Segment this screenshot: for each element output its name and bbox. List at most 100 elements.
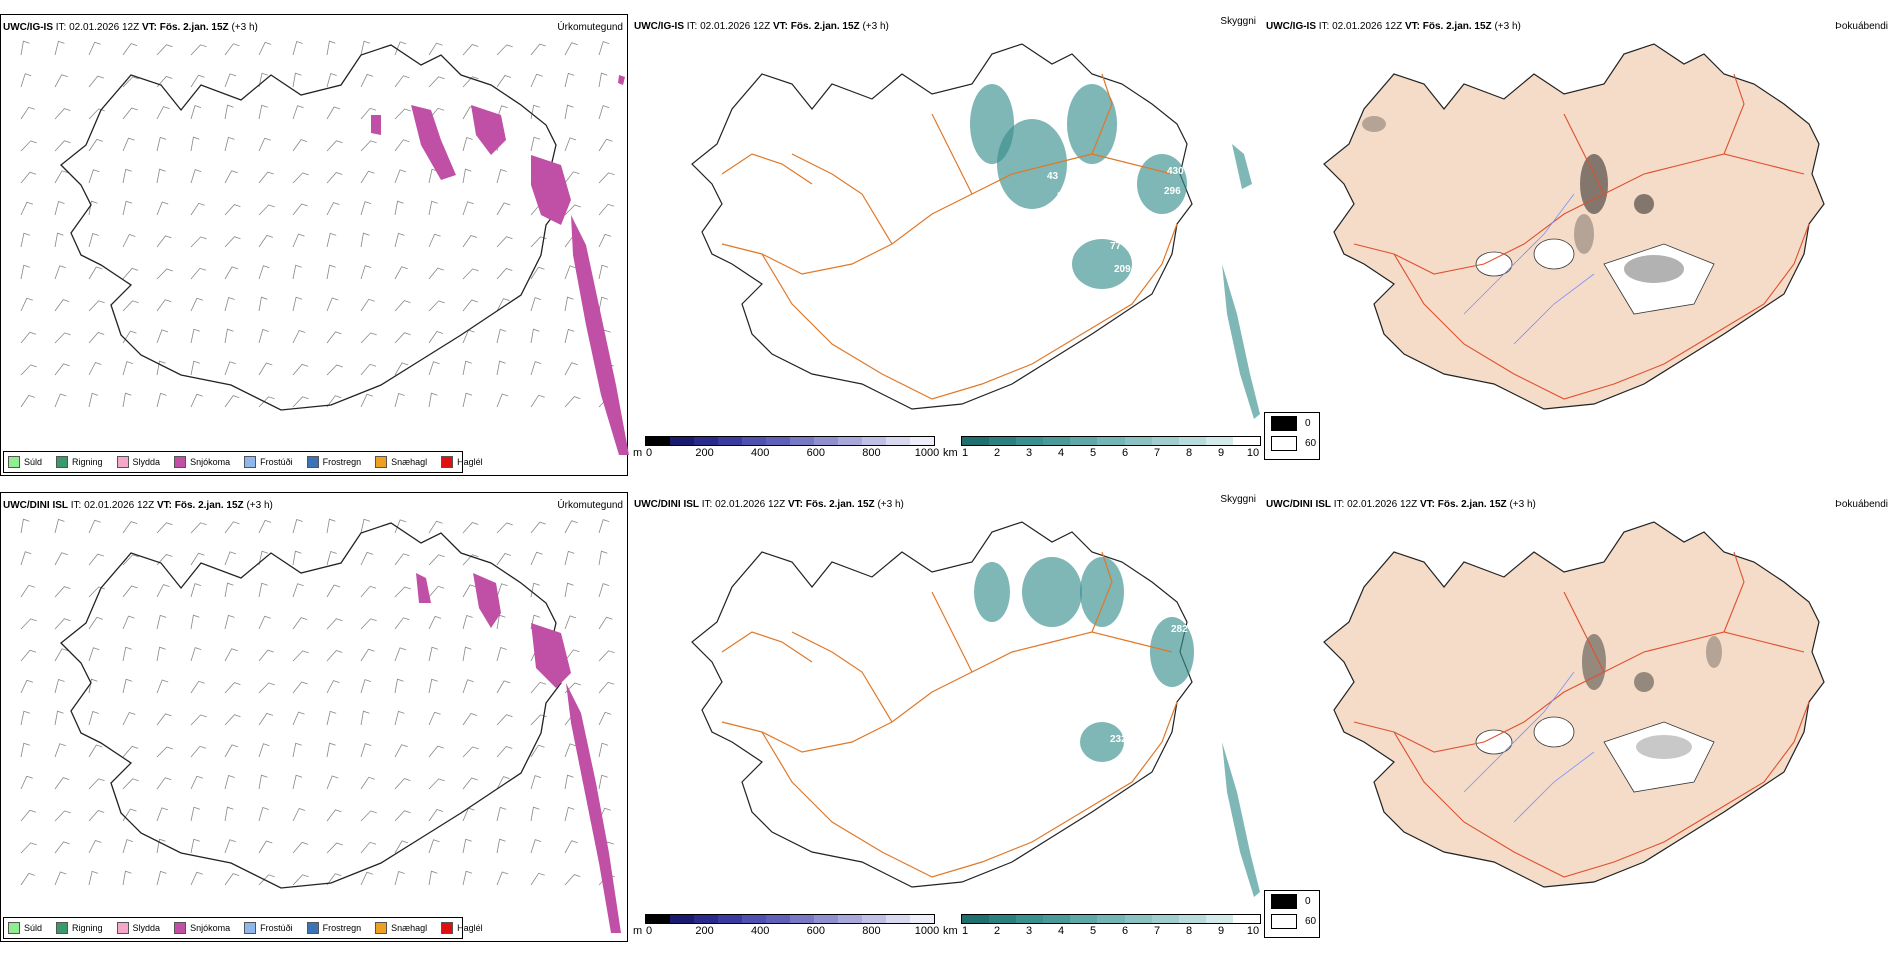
wind-barb (394, 586, 411, 598)
wind-barb (122, 107, 138, 120)
ceiling-label: 209 (1114, 264, 1131, 275)
wind-barb (530, 521, 546, 534)
scale-cell (694, 915, 718, 923)
wind-barb (360, 201, 372, 216)
wind-barb (326, 873, 342, 886)
fog-legend-item: 0 (1265, 413, 1319, 433)
wind-barb (530, 394, 545, 408)
wind-barb (598, 264, 609, 280)
legend-item: Frostregn (306, 922, 361, 934)
wind-barb (428, 392, 438, 408)
wind-barb (462, 299, 478, 312)
wind-barb (88, 778, 105, 790)
scale-cell (718, 915, 742, 923)
wind-barb (20, 264, 30, 280)
wind-barb (394, 678, 404, 694)
wind-barb (156, 168, 166, 184)
scale-tick-label: 10 (1246, 925, 1260, 937)
precip-type-map (20, 40, 629, 455)
legend-item: Snjókoma (174, 922, 230, 934)
wind-barb (88, 870, 99, 886)
legend-item: Haglél (441, 456, 483, 468)
wind-barb (292, 808, 306, 822)
wind-barb (224, 204, 241, 216)
fog-map (1323, 521, 1825, 888)
wind-barb (496, 614, 506, 630)
wind-barb (156, 44, 173, 56)
wind-barb (462, 777, 478, 790)
wind-barb (496, 776, 510, 790)
precip-legend: Súld Rigning Slydda Snjókoma Frostúði Fr… (3, 917, 483, 939)
wind-barb (88, 266, 103, 280)
wind-barb (54, 332, 71, 344)
iceland-outline (691, 43, 1193, 410)
wind-barb (326, 364, 343, 376)
scale-tick-label: 10 (1246, 447, 1260, 459)
scale-cell (910, 915, 934, 923)
scale-cell (989, 915, 1017, 923)
wind-barb (360, 710, 370, 726)
wind-barb (360, 743, 372, 758)
wind-barb (360, 618, 377, 630)
scale-cell (862, 437, 886, 445)
wind-barb (598, 650, 615, 662)
wind-barb (292, 264, 302, 280)
wind-barb (20, 809, 37, 822)
wind-barb (190, 44, 207, 56)
ceiling-labels: 50 282 232 84 53 (1050, 606, 1188, 745)
wind-barb (428, 809, 444, 822)
legend-swatch (56, 456, 69, 468)
wind-barb (224, 521, 240, 534)
wind-barb (530, 73, 543, 88)
fog-legend-item: 60 (1265, 433, 1319, 453)
wind-barb (88, 840, 102, 854)
scale-cell (814, 915, 838, 923)
glaciers (1475, 238, 1715, 315)
wind-barb (156, 76, 173, 88)
wind-barb (326, 650, 343, 662)
scale-cell (886, 915, 910, 923)
rivers (1463, 193, 1595, 345)
wind-barb (496, 806, 507, 822)
wind-barb (496, 522, 513, 534)
wind-barb (224, 839, 236, 854)
wind-barb (292, 203, 308, 216)
visibility-map: 50 282 232 84 53 (691, 521, 1260, 897)
wind-barb (360, 140, 377, 152)
wind-barb (394, 519, 407, 534)
legend-item: Frostregn (306, 456, 361, 468)
wind-barb (88, 710, 99, 726)
iceland-outline (60, 44, 562, 411)
wind-barb (190, 236, 207, 248)
wind-barb (598, 72, 608, 88)
wind-barb (292, 650, 309, 662)
wind-barb (156, 584, 170, 598)
iceland-land (1323, 43, 1825, 410)
wind-barb (394, 266, 408, 280)
panel-header: UWC/IG-IS IT: 02.01.2026 12Z VT: Fös. 2.… (634, 21, 889, 32)
wind-barb (54, 678, 65, 694)
wind-barb (428, 300, 445, 312)
wind-barb (598, 138, 613, 152)
legend-item: Slydda (116, 922, 160, 934)
wind-barb (190, 393, 203, 408)
wind-barb (190, 297, 204, 312)
legend-item: Frostúði (244, 456, 293, 468)
wind-barb (258, 104, 268, 120)
scale-tick-label: 1 (961, 925, 969, 937)
scale-cell (694, 437, 718, 445)
wind-barb (224, 73, 237, 88)
wind-barb (258, 72, 269, 88)
wind-barb (326, 232, 337, 248)
wind-barb (496, 236, 513, 248)
wind-barb (428, 233, 441, 248)
visibility-unit: km (943, 925, 958, 937)
scale-cell (1205, 437, 1233, 445)
fog-panel-row2: UWC/DINI ISL IT: 02.01.2026 12Z VT: Fös.… (1264, 492, 1892, 954)
wind-barb (88, 519, 101, 534)
fog-map (1323, 43, 1825, 410)
wind-barb (20, 584, 35, 598)
wind-barb (462, 268, 479, 280)
wind-barb (292, 40, 303, 56)
wind-barb (190, 583, 202, 598)
